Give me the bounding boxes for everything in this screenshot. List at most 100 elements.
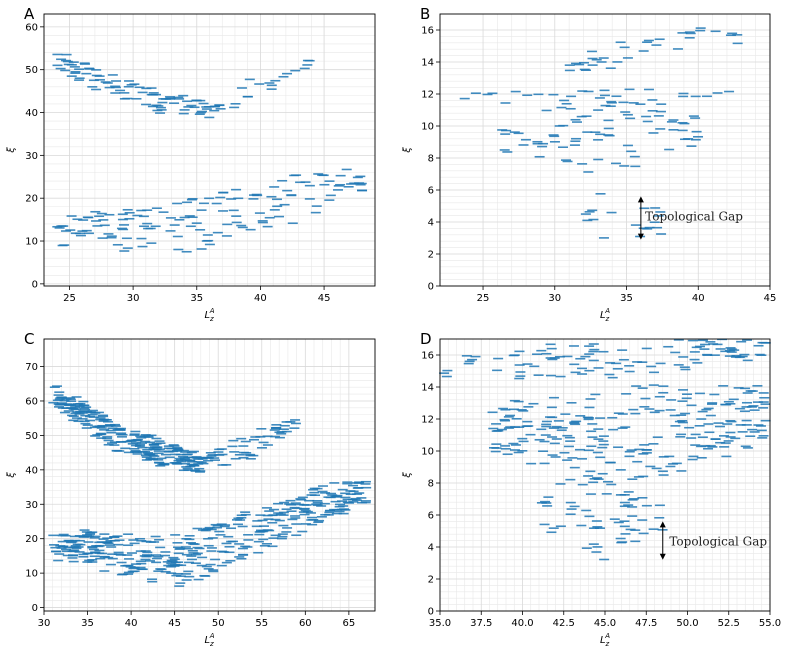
y-axis-label: ξ — [402, 147, 413, 154]
y-axis-label: ξ — [6, 147, 17, 154]
major-grid — [440, 14, 771, 287]
y-tick-label: 12 — [421, 415, 434, 426]
y-tick-label: 10 — [25, 237, 38, 248]
x-tick-label: 37.5 — [470, 618, 492, 629]
x-tick-label: 45 — [168, 618, 181, 629]
axes-frame — [43, 13, 376, 287]
x-tick-label: 55 — [255, 618, 268, 629]
x-ticks: 25 30 35 40 45 — [63, 286, 330, 304]
minor-grid — [44, 339, 375, 611]
y-ticks: 0 2 4 6 8 10 12 14 16 — [421, 26, 440, 293]
x-tick-label: 42.5 — [553, 618, 575, 629]
x-tick-label: 35 — [81, 618, 94, 629]
x-tick-label: 40 — [692, 293, 705, 304]
y-tick-label: 50 — [25, 65, 38, 76]
y-tick-label: 4 — [428, 218, 434, 229]
x-tick-label: 40 — [254, 293, 267, 304]
y-tick-label: 40 — [25, 465, 38, 476]
x-tick-label: 60 — [299, 618, 312, 629]
y-axis-label: ξ — [6, 472, 17, 479]
arrow-head-up-icon — [659, 521, 666, 528]
y-tick-label: 16 — [421, 26, 434, 37]
axes-frame — [43, 338, 376, 612]
axes-frame — [439, 13, 771, 287]
y-tick-label: 70 — [25, 362, 38, 373]
arrow-head-down-icon — [659, 553, 666, 560]
x-tick-label: 52.5 — [718, 618, 740, 629]
x-axis-label: LzA — [600, 632, 610, 648]
topological-gap-annotation: Topological Gap — [637, 196, 743, 240]
x-tick-label: 30 — [548, 293, 561, 304]
arrow-head-up-icon — [637, 196, 644, 203]
y-ticks: 0 10 20 30 40 50 60 — [25, 22, 44, 290]
x-tick-label: 55.0 — [759, 618, 781, 629]
gap-label: Topological Gap — [645, 209, 743, 223]
data-series — [52, 53, 368, 253]
panel-B: 25 30 35 40 45 0 2 4 6 8 10 12 14 16 LzA ξ B Topological … — [402, 5, 776, 323]
y-tick-label: 12 — [421, 90, 434, 101]
x-tick-label: 50.0 — [676, 618, 698, 629]
panel-C: 30 35 40 45 50 55 60 65 0 10 20 30 40 50 60 70 LzA ξ C — [6, 330, 376, 648]
y-tick-label: 40 — [25, 108, 38, 119]
arrow-head-down-icon — [637, 233, 644, 240]
y-tick-label: 0 — [428, 607, 434, 618]
x-ticks: 30 35 40 45 50 55 60 65 — [38, 611, 355, 629]
x-tick-label: 45.0 — [594, 618, 616, 629]
x-axis-label: LzA — [204, 632, 214, 648]
x-tick-label: 30 — [38, 618, 51, 629]
y-tick-label: 14 — [421, 383, 434, 394]
data-series — [48, 385, 372, 587]
x-tick-label: 40 — [125, 618, 138, 629]
y-tick-label: 6 — [428, 511, 434, 522]
y-tick-label: 50 — [25, 431, 38, 442]
x-tick-label: 35.0 — [429, 618, 451, 629]
y-tick-label: 0 — [428, 282, 434, 293]
y-ticks: 0 2 4 6 8 10 12 14 16 — [421, 351, 440, 618]
y-tick-label: 16 — [421, 351, 434, 362]
y-tick-label: 0 — [32, 279, 38, 290]
topological-gap-annotation: Topological Gap — [659, 521, 767, 560]
y-tick-label: 10 — [421, 447, 434, 458]
y-tick-label: 10 — [25, 569, 38, 580]
y-tick-label: 4 — [428, 543, 434, 554]
x-tick-label: 45 — [318, 293, 331, 304]
panel-letter: C — [24, 330, 34, 348]
x-tick-label: 47.5 — [635, 618, 657, 629]
gap-label: Topological Gap — [669, 534, 767, 548]
y-tick-label: 60 — [25, 22, 38, 33]
x-tick-label: 45 — [764, 293, 777, 304]
panel-letter: A — [24, 5, 35, 23]
x-ticks: 25 30 35 40 45 — [477, 286, 777, 304]
x-tick-label: 50 — [212, 618, 225, 629]
x-axis-label: LzA — [204, 307, 214, 323]
y-tick-label: 30 — [25, 500, 38, 511]
x-tick-label: 30 — [127, 293, 140, 304]
y-ticks: 0 10 20 30 40 50 60 70 — [25, 362, 44, 614]
panel-D: 35.0 37.5 40.0 42.5 45.0 47.5 50.0 52.5 55.0 0 2 4 6… — [402, 330, 781, 648]
x-tick-label: 25 — [63, 293, 76, 304]
y-tick-label: 0 — [32, 603, 38, 614]
y-tick-label: 30 — [25, 151, 38, 162]
y-tick-label: 8 — [428, 154, 434, 165]
y-tick-label: 14 — [421, 58, 434, 69]
y-tick-label: 6 — [428, 186, 434, 197]
panel-letter: D — [420, 330, 432, 348]
y-axis-label: ξ — [402, 472, 413, 479]
x-tick-label: 35 — [190, 293, 203, 304]
y-tick-label: 2 — [428, 250, 434, 261]
x-ticks: 35.0 37.5 40.0 42.5 45.0 47.5 50.0 52.5 55.0 — [429, 611, 781, 629]
y-tick-label: 2 — [428, 575, 434, 586]
x-tick-label: 25 — [477, 293, 490, 304]
data-series — [459, 27, 743, 239]
y-tick-label: 60 — [25, 396, 38, 407]
minor-grid — [440, 14, 770, 286]
panel-A: 25 30 35 40 45 0 10 20 30 40 50 60 LzA ξ A — [6, 5, 376, 323]
x-axis-label: LzA — [600, 307, 610, 323]
x-tick-label: 35 — [620, 293, 633, 304]
panel-letter: B — [420, 5, 430, 23]
major-grid — [43, 339, 375, 611]
x-tick-label: 40.0 — [511, 618, 533, 629]
y-tick-label: 10 — [421, 122, 434, 133]
y-tick-label: 20 — [25, 534, 38, 545]
y-tick-label: 20 — [25, 194, 38, 205]
